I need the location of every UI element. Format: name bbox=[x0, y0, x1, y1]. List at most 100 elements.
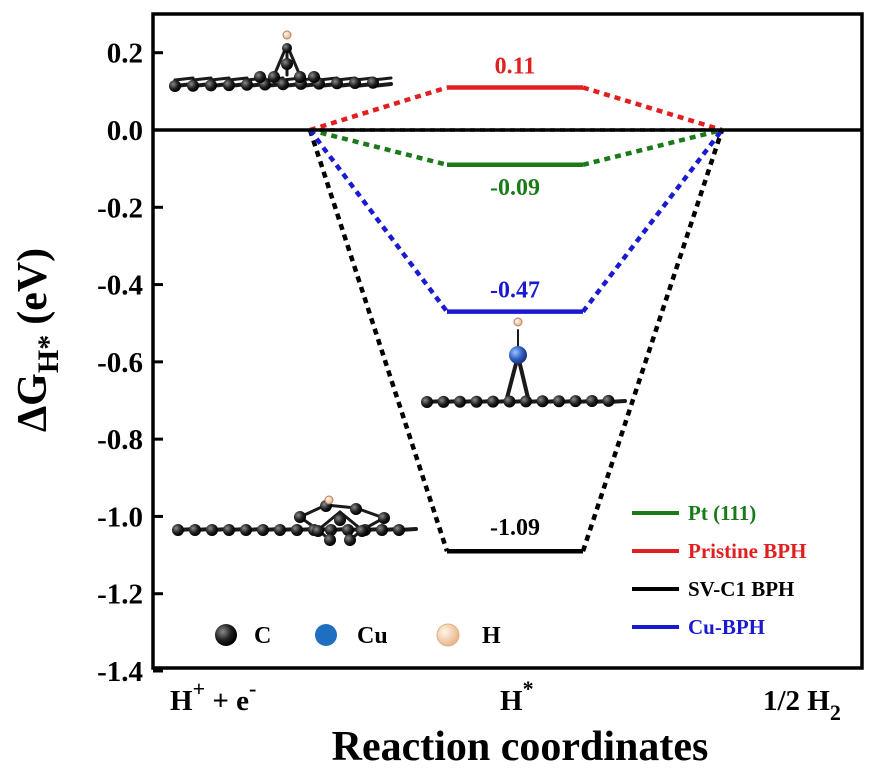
atom-sphere bbox=[294, 71, 306, 83]
atom-sphere bbox=[470, 395, 483, 408]
value-label-pristine-bph: 0.11 bbox=[495, 53, 536, 79]
molecule-cu-bph-illustration bbox=[421, 317, 627, 408]
atom-sphere bbox=[169, 80, 181, 92]
y-axis-title: ΔGH* (eV) bbox=[10, 248, 65, 432]
value-label-sv-c1-bph: -1.09 bbox=[490, 515, 540, 541]
atom-sphere bbox=[331, 77, 343, 90]
atom-sphere bbox=[268, 71, 280, 83]
series-pt-111-connector-out bbox=[582, 127, 723, 167]
atom-bond bbox=[227, 76, 249, 82]
legend-label-pristine-bph: Pristine BPH bbox=[688, 539, 806, 563]
atom-sphere bbox=[344, 534, 356, 546]
atom-legend-c-label: C bbox=[254, 623, 271, 649]
atom-sphere bbox=[324, 534, 336, 546]
atom-sphere bbox=[334, 514, 346, 526]
atom-sphere bbox=[437, 395, 450, 408]
y-tick-label: -0.6 bbox=[97, 347, 143, 379]
atom-legend-h-label: H bbox=[482, 623, 501, 649]
y-tick-label: -0.2 bbox=[97, 192, 143, 224]
series-cu-bph-connector-in bbox=[308, 128, 449, 313]
atom-sphere bbox=[240, 524, 252, 536]
y-axis-title-sub: H* bbox=[32, 335, 65, 373]
atom-legend-h-swatch bbox=[436, 623, 460, 647]
series-pt-111-connector-in bbox=[309, 127, 448, 167]
y-tick-label: -1.0 bbox=[97, 501, 143, 533]
molecule-pristine-bph-illustration bbox=[169, 30, 393, 92]
atom-sphere bbox=[312, 525, 324, 537]
atom-bond bbox=[173, 76, 195, 82]
atom-sphere bbox=[513, 317, 523, 327]
y-tick-label: -1.4 bbox=[97, 656, 143, 688]
atom-sphere bbox=[509, 346, 527, 364]
y-tick-label: 0.0 bbox=[107, 115, 143, 147]
atom-sphere bbox=[241, 78, 253, 91]
atom-sphere bbox=[277, 78, 289, 91]
atom-sphere bbox=[487, 395, 499, 408]
atom-sphere bbox=[187, 79, 199, 92]
atom-sphere bbox=[520, 395, 532, 408]
x-axis-title: Reaction coordinates bbox=[332, 724, 709, 768]
atom-sphere bbox=[378, 512, 390, 524]
series-pristine-bph-connector-out bbox=[582, 85, 723, 133]
y-axis-ticks: 0.2 0.0 -0.2 -0.4 -0.6 -0.8 -1.0 -1.2 -1.4 bbox=[97, 38, 163, 688]
y-tick-label: 0.2 bbox=[107, 38, 143, 70]
atom-sphere bbox=[356, 525, 368, 537]
series-sv-c1-bph-connector-in bbox=[307, 129, 450, 552]
atom-legend-cu-label: Cu bbox=[357, 623, 388, 649]
value-label-pt-111: -0.09 bbox=[490, 175, 540, 201]
value-labels: -0.09 0.11 -1.09 -0.47 bbox=[490, 53, 540, 541]
y-axis-title-unit: (eV) bbox=[10, 248, 56, 325]
series-sv-c1-bph-connector-out bbox=[580, 129, 725, 552]
y-axis-title-main: ΔG bbox=[10, 373, 56, 432]
atom-sphere bbox=[350, 503, 362, 515]
atom-sphere bbox=[282, 30, 292, 40]
atom-sphere bbox=[189, 524, 201, 536]
y-tick-label: -0.4 bbox=[97, 270, 143, 302]
atom-sphere bbox=[376, 524, 388, 536]
atom-sphere bbox=[172, 524, 184, 536]
y-tick-label: -0.8 bbox=[97, 424, 143, 456]
atom-sphere bbox=[223, 524, 235, 536]
atom-sphere bbox=[421, 396, 433, 408]
atom-sphere bbox=[223, 79, 235, 92]
x-stage-label-1: H+ + e- bbox=[170, 676, 256, 717]
atom-sphere bbox=[254, 71, 266, 83]
atom-sphere bbox=[454, 395, 466, 408]
atom-legend-c-swatch bbox=[215, 624, 237, 646]
atom-sphere bbox=[324, 495, 334, 505]
atom-sphere bbox=[281, 58, 293, 70]
atom-bond bbox=[209, 76, 231, 82]
atom-sphere bbox=[282, 43, 292, 53]
legend-label-cu-bph: Cu-BPH bbox=[688, 615, 765, 639]
value-label-cu-bph: -0.47 bbox=[490, 278, 540, 304]
atom-sphere bbox=[349, 77, 361, 89]
atom-legend: C Cu H bbox=[215, 623, 501, 649]
atom-sphere bbox=[503, 395, 516, 408]
atom-sphere bbox=[367, 76, 379, 89]
series-cu-bph-connector-out bbox=[581, 128, 724, 313]
atom-sphere bbox=[257, 524, 269, 536]
legend: Pt (111) Pristine BPH SV-C1 BPH Cu-BPH bbox=[632, 501, 806, 639]
atom-sphere bbox=[602, 394, 615, 407]
x-stage-label-3: 1/2 H2 bbox=[763, 685, 841, 725]
molecule-sv-c1-bph-illustration bbox=[172, 495, 418, 546]
atom-sphere bbox=[294, 511, 306, 523]
atom-sphere bbox=[205, 79, 217, 92]
legend-label-sv-c1-bph: SV-C1 BPH bbox=[688, 577, 794, 601]
atom-sphere bbox=[342, 524, 354, 536]
atom-sphere bbox=[274, 524, 286, 536]
atom-sphere bbox=[206, 524, 218, 536]
atom-bond bbox=[191, 76, 213, 82]
series-pristine-bph-connector-in bbox=[309, 85, 448, 133]
atom-legend-cu-swatch bbox=[315, 624, 337, 646]
legend-label-pt-111: Pt (111) bbox=[688, 501, 756, 525]
atom-sphere bbox=[393, 524, 405, 536]
y-tick-label: -1.2 bbox=[97, 579, 143, 611]
atom-sphere bbox=[586, 395, 598, 407]
atom-sphere bbox=[553, 395, 565, 408]
atom-sphere bbox=[291, 524, 303, 536]
atom-sphere bbox=[569, 395, 582, 408]
plot-frame bbox=[151, 12, 864, 670]
x-stage-label-2: H* bbox=[500, 676, 534, 717]
